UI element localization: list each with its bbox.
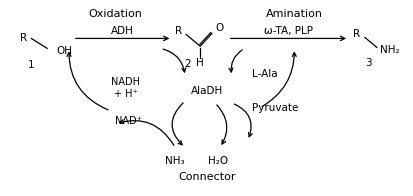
- Text: ADH: ADH: [111, 26, 134, 36]
- Text: 1: 1: [28, 60, 35, 70]
- Text: NH₃: NH₃: [166, 156, 185, 166]
- Text: H₂O: H₂O: [208, 156, 228, 166]
- Text: O: O: [215, 24, 223, 34]
- Text: NAD⁺: NAD⁺: [115, 116, 142, 126]
- Text: OH: OH: [56, 46, 72, 56]
- Text: Amination: Amination: [266, 9, 323, 19]
- Text: Pyruvate: Pyruvate: [252, 103, 298, 113]
- Text: R: R: [20, 34, 27, 44]
- Text: Oxidation: Oxidation: [89, 9, 142, 19]
- Text: R: R: [175, 26, 182, 36]
- Text: L-Ala: L-Ala: [252, 69, 277, 79]
- Text: AlaDH: AlaDH: [191, 86, 223, 96]
- Text: 3: 3: [366, 58, 372, 68]
- Text: NH₂: NH₂: [380, 45, 399, 55]
- Text: NADH
+ H⁺: NADH + H⁺: [111, 77, 140, 99]
- Text: ω-TA, PLP: ω-TA, PLP: [264, 26, 313, 36]
- Text: 2: 2: [184, 59, 190, 69]
- Text: H: H: [196, 58, 204, 68]
- Text: Connector: Connector: [178, 172, 236, 182]
- Text: R: R: [354, 29, 361, 39]
